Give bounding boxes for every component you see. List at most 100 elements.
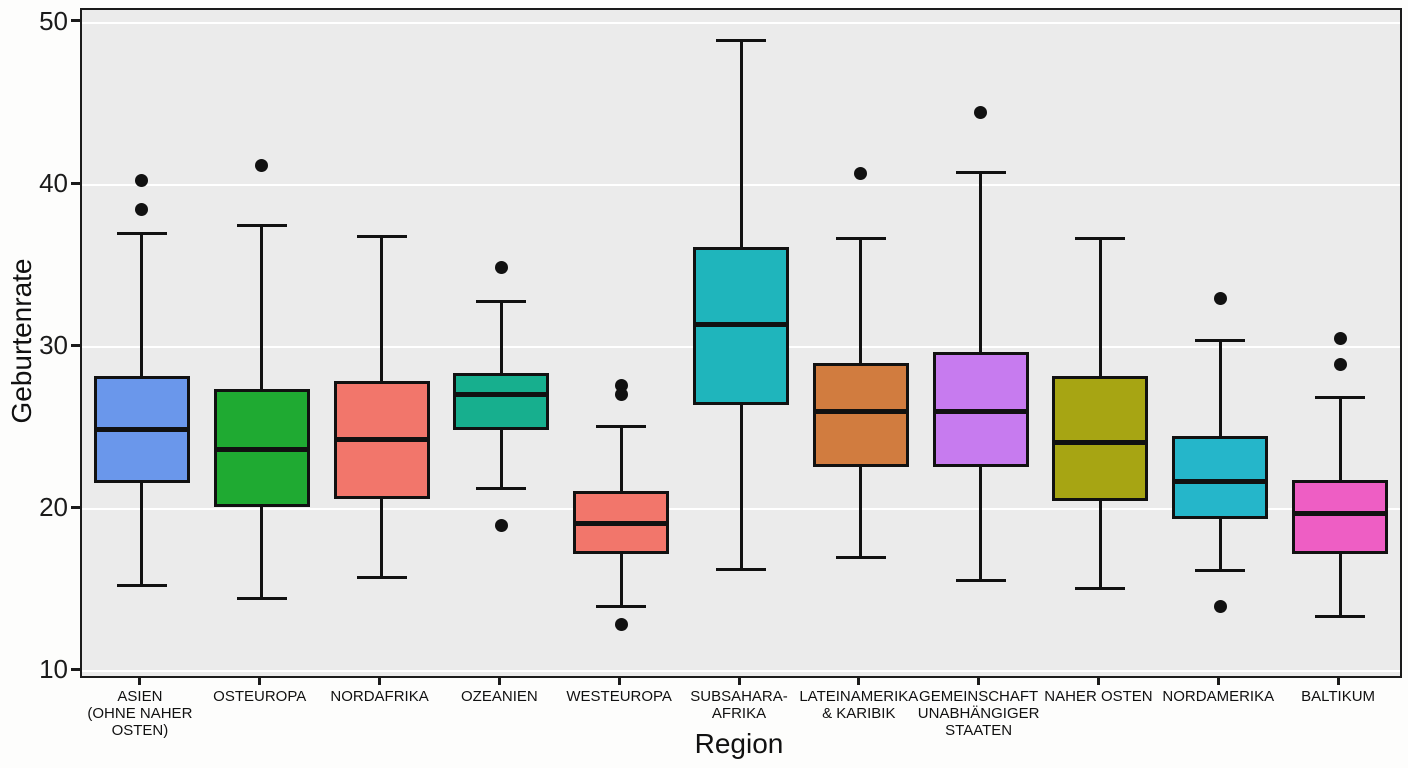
x-tick-lateinamerika-karibik [857, 676, 861, 685]
y-tick-50 [71, 19, 80, 23]
x-tick-nordamerika [1216, 676, 1220, 685]
whisker-lower-osteuropa [260, 505, 264, 599]
plot-panel [80, 8, 1402, 678]
cap-upper-asien-ohne-naher-osten [116, 232, 167, 236]
median-osteuropa [213, 446, 310, 452]
cap-upper-subsahara-afrika [716, 39, 766, 43]
median-nordamerika [1172, 479, 1269, 485]
y-tick-label-10: 10 [39, 654, 68, 685]
cap-lower-gemeinschaft-unabhängiger-staaten [955, 578, 1006, 582]
x-tick-label-subsahara-afrika: SUBSAHARA- AFRIKA [690, 688, 788, 722]
y-tick-30 [71, 343, 80, 347]
whisker-upper-westeuropa [619, 426, 623, 493]
cap-lower-osteuropa [236, 596, 287, 600]
cap-upper-westeuropa [596, 424, 647, 428]
box-nordamerika [1172, 436, 1269, 519]
whisker-upper-subsahara-afrika [739, 40, 743, 249]
whisker-upper-nordafrika [380, 236, 384, 383]
x-tick-westeuropa [617, 676, 621, 685]
outlier-westeuropa-1 [614, 387, 628, 401]
x-tick-naher-osten [1096, 676, 1100, 685]
outlier-asien-ohne-naher-osten-1 [135, 202, 149, 216]
y-tick-label-50: 50 [39, 5, 68, 36]
outlier-ozeanien-1 [494, 518, 508, 532]
y-axis-title: Geburtenrate [6, 258, 37, 424]
outlier-westeuropa-2 [614, 617, 628, 631]
x-tick-label-nordafrika: NORDAFRIKA [330, 688, 429, 705]
whisker-lower-subsahara-afrika [739, 403, 743, 570]
whisker-lower-lateinamerika-karibik [859, 465, 863, 558]
outlier-osteuropa-0 [255, 159, 269, 173]
cap-lower-westeuropa [596, 604, 647, 608]
x-tick-asien-ohne-naher-osten [138, 676, 142, 685]
outlier-gemeinschaft-unabhängiger-staaten-0 [974, 105, 988, 119]
x-tick-label-osteuropa: OSTEUROPA [213, 688, 307, 705]
whisker-lower-ozeanien [499, 428, 503, 489]
cap-lower-ozeanien [476, 486, 527, 490]
gridline-y-50 [82, 21, 1400, 24]
whisker-upper-nordamerika [1218, 340, 1222, 438]
cap-upper-naher-osten [1075, 236, 1126, 240]
whisker-upper-baltikum [1338, 397, 1342, 482]
y-tick-10 [71, 667, 80, 671]
whisker-upper-ozeanien [499, 301, 503, 375]
outlier-baltikum-0 [1333, 332, 1347, 346]
whisker-lower-gemeinschaft-unabhängiger-staaten [979, 465, 983, 581]
box-lateinamerika-karibik [812, 363, 909, 467]
x-tick-label-gemeinschaft-unabhängiger-staaten: GEMEINSCHAFT UNABHÄNGIGER STAATEN [917, 688, 1040, 739]
whisker-upper-osteuropa [260, 225, 264, 391]
x-tick-label-naher-osten: NAHER OSTEN [1044, 688, 1153, 705]
median-asien-ohne-naher-osten [93, 427, 190, 433]
median-westeuropa [573, 521, 670, 527]
cap-upper-nordafrika [356, 235, 407, 239]
cap-lower-subsahara-afrika [716, 567, 766, 571]
outlier-nordamerika-1 [1213, 599, 1227, 613]
whisker-lower-asien-ohne-naher-osten [140, 481, 144, 586]
outlier-asien-ohne-naher-osten-0 [135, 173, 149, 187]
whisker-lower-naher-osten [1098, 499, 1102, 589]
whisker-lower-nordamerika [1218, 517, 1222, 571]
x-tick-subsahara-afrika [737, 676, 741, 685]
outlier-ozeanien-0 [494, 261, 508, 275]
y-tick-label-30: 30 [39, 330, 68, 361]
whisker-lower-nordafrika [380, 497, 384, 578]
cap-lower-asien-ohne-naher-osten [116, 583, 167, 587]
cap-upper-nordamerika [1195, 339, 1246, 343]
x-tick-gemeinschaft-unabhängiger-staaten [977, 676, 981, 685]
box-baltikum [1292, 480, 1389, 555]
x-tick-label-nordamerika: NORDAMERIKA [1162, 688, 1275, 705]
x-tick-label-asien-ohne-naher-osten: ASIEN (OHNE NAHER OSTEN) [87, 688, 193, 739]
x-tick-label-lateinamerika-karibik: LATEINAMERIKA & KARIBIK [799, 688, 919, 722]
x-tick-label-ozeanien: OZEANIEN [461, 688, 538, 705]
y-tick-20 [71, 505, 80, 509]
median-lateinamerika-karibik [812, 409, 909, 415]
x-tick-osteuropa [258, 676, 262, 685]
cap-lower-nordafrika [356, 575, 407, 579]
whisker-upper-asien-ohne-naher-osten [140, 233, 144, 378]
cap-lower-baltikum [1315, 614, 1366, 618]
cap-upper-osteuropa [236, 224, 287, 228]
outlier-nordamerika-0 [1213, 291, 1227, 305]
outlier-lateinamerika-karibik-0 [854, 167, 868, 181]
whisker-lower-baltikum [1338, 552, 1342, 617]
whisker-lower-westeuropa [619, 552, 623, 607]
cap-upper-ozeanien [476, 300, 527, 304]
cap-upper-gemeinschaft-unabhängiger-staaten [955, 170, 1006, 174]
box-ozeanien [453, 373, 550, 430]
median-ozeanien [453, 391, 550, 397]
median-gemeinschaft-unabhängiger-staaten [932, 409, 1029, 415]
whisker-upper-lateinamerika-karibik [859, 238, 863, 365]
median-baltikum [1292, 511, 1389, 517]
whisker-upper-naher-osten [1098, 238, 1102, 378]
y-tick-40 [71, 181, 80, 185]
cap-lower-lateinamerika-karibik [835, 556, 886, 560]
whisker-upper-gemeinschaft-unabhängiger-staaten [979, 172, 983, 354]
median-naher-osten [1052, 440, 1149, 446]
x-tick-ozeanien [497, 676, 501, 685]
x-axis-title: Region [694, 728, 784, 759]
y-tick-label-40: 40 [39, 168, 68, 198]
box-naher-osten [1052, 376, 1149, 501]
cap-upper-lateinamerika-karibik [835, 236, 886, 240]
median-nordafrika [333, 436, 430, 442]
